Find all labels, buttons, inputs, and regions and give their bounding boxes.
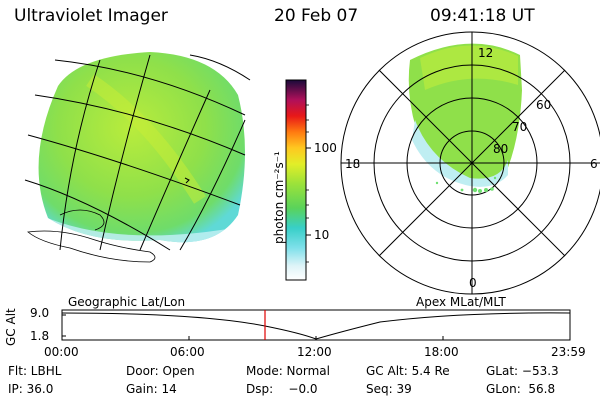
altitude-curve bbox=[61, 312, 571, 340]
instrument-title: Ultraviolet Imager bbox=[14, 6, 168, 26]
colorbar-label: photon cm⁻²s⁻¹ bbox=[272, 151, 286, 244]
info-seq: Seq: 39 bbox=[366, 382, 412, 396]
time-label: 09:41:18 UT bbox=[430, 6, 535, 26]
time-tick-2359: 23:59 bbox=[551, 345, 586, 359]
lat-label-60: 60 bbox=[536, 98, 552, 112]
colorbar-tick-10: 10 bbox=[314, 228, 330, 242]
time-tick-1800: 18:00 bbox=[424, 345, 459, 359]
time-tick-1200: 12:00 bbox=[297, 345, 332, 359]
info-gain: Gain: 14 bbox=[126, 382, 177, 396]
info-ip: IP: 36.0 bbox=[8, 382, 54, 396]
time-tick-0600: 06:00 bbox=[170, 345, 205, 359]
geo-grid bbox=[24, 54, 251, 251]
mlt-label-12: 12 bbox=[478, 46, 494, 60]
earth-view-image bbox=[24, 52, 251, 263]
mlt-label-6: 6 bbox=[590, 157, 598, 171]
color-bar bbox=[285, 79, 311, 281]
strip-ytick-9: 9.0 bbox=[30, 306, 50, 320]
strip-ytick-1-8: 1.8 bbox=[30, 329, 50, 343]
strip-ylabel: GC Alt bbox=[4, 308, 18, 346]
coastline bbox=[27, 209, 156, 263]
info-gc-alt: GC Alt: 5.4 Re bbox=[366, 364, 450, 378]
time-tick-0000: 00:00 bbox=[44, 345, 79, 359]
auroral-spots bbox=[435, 176, 497, 193]
altitude-strip bbox=[61, 309, 571, 341]
lat-label-70: 70 bbox=[512, 120, 528, 134]
info-dsp: Dsp: −0.0 bbox=[246, 382, 318, 396]
date-label: 20 Feb 07 bbox=[274, 6, 359, 26]
strip-right-title: Apex MLat/MLT bbox=[416, 295, 506, 309]
lat-label-80: 80 bbox=[493, 142, 509, 156]
info-glon: GLon: 56.8 bbox=[486, 382, 556, 396]
mlt-label-0: 0 bbox=[469, 276, 477, 290]
info-door: Door: Open bbox=[126, 364, 195, 378]
info-glat: GLat: −53.3 bbox=[486, 364, 559, 378]
strip-left-title: Geographic Lat/Lon bbox=[68, 295, 186, 309]
mlt-label-18: 18 bbox=[345, 157, 361, 171]
info-filter: Flt: LBHL bbox=[8, 364, 62, 378]
polar-plot bbox=[340, 31, 600, 295]
info-mode: Mode: Normal bbox=[246, 364, 330, 378]
colorbar-tick-100: 100 bbox=[314, 141, 337, 155]
